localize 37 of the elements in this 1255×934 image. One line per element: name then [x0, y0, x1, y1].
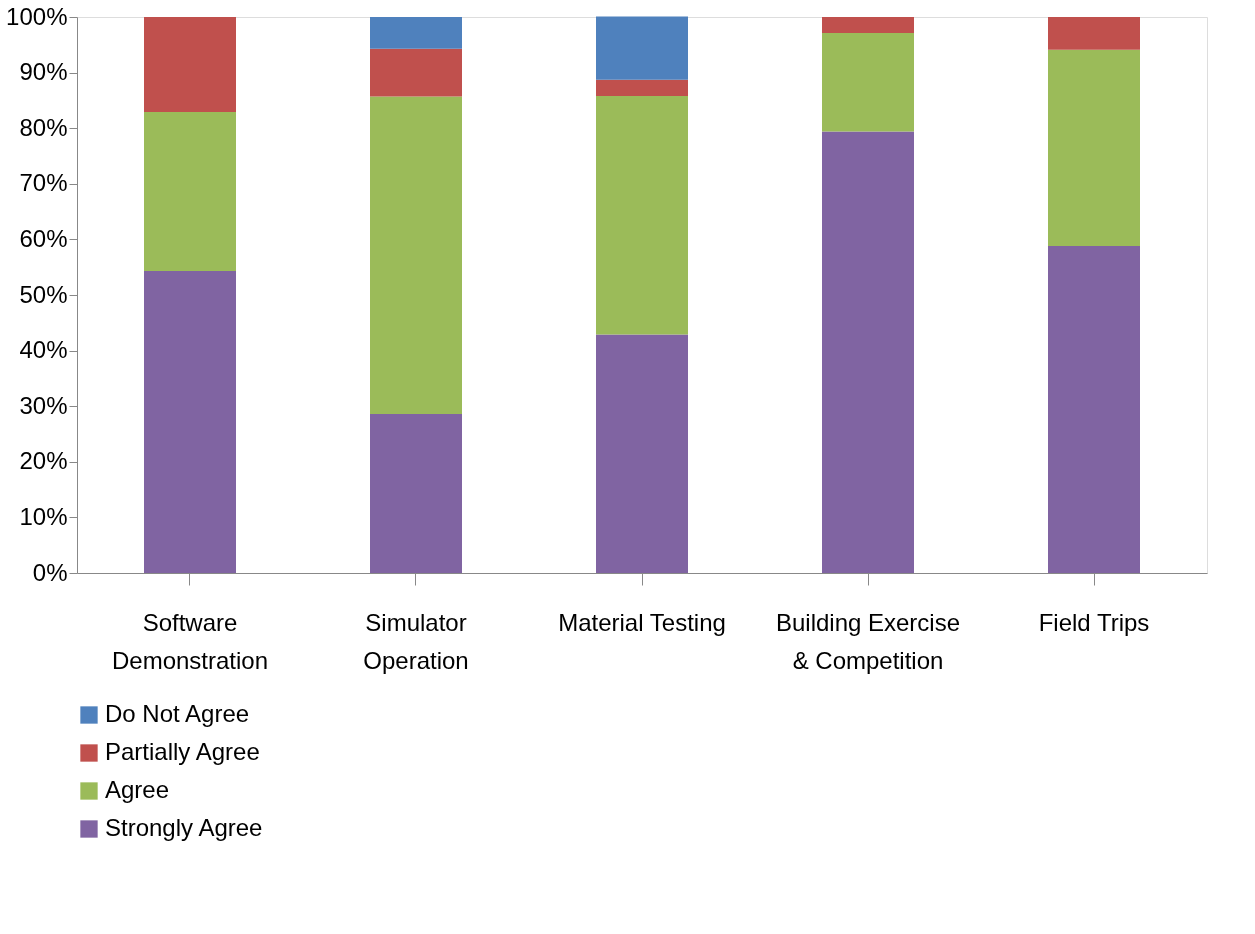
y-tick-label: 40%	[19, 336, 68, 364]
bar	[144, 271, 236, 573]
bar	[370, 413, 462, 573]
y-tick-label: 10%	[19, 502, 68, 530]
legend-label: Strongly Agree	[105, 814, 263, 841]
bar	[144, 17, 236, 113]
x-tick-label: Field Trips	[1038, 608, 1150, 636]
legend-label: Do Not Agree	[105, 700, 250, 727]
bar	[370, 96, 462, 414]
bar	[1048, 17, 1140, 50]
bar	[822, 17, 914, 34]
y-tick-label: 60%	[19, 224, 68, 252]
y-tick-label: 100%	[6, 2, 68, 30]
y-tick-label: 80%	[19, 113, 68, 141]
bar	[370, 48, 462, 97]
bar	[596, 95, 688, 335]
y-tick-label: 20%	[19, 447, 68, 475]
legend-label: Partially Agree	[105, 738, 260, 765]
bar	[822, 131, 914, 573]
y-tick-label: 70%	[19, 169, 68, 197]
y-tick-label: 50%	[19, 280, 68, 308]
bar	[596, 334, 688, 573]
bar	[1048, 246, 1140, 573]
x-tick-label: Simulator Operation	[363, 608, 469, 674]
x-tick-label: Building Exercise & Competition	[775, 608, 961, 674]
bar	[596, 16, 688, 80]
x-tick-label: Software Demonstration	[111, 608, 269, 674]
bar	[822, 33, 914, 132]
legend-label: Agree	[105, 776, 170, 803]
y-tick-label: 0%	[32, 558, 68, 586]
bar	[1048, 49, 1140, 247]
bar	[370, 17, 462, 49]
y-tick-label: 30%	[19, 391, 68, 419]
y-tick-label: 90%	[19, 58, 68, 86]
x-tick-label: Material Testing	[558, 608, 726, 636]
bar	[596, 79, 688, 96]
bar	[144, 112, 236, 272]
